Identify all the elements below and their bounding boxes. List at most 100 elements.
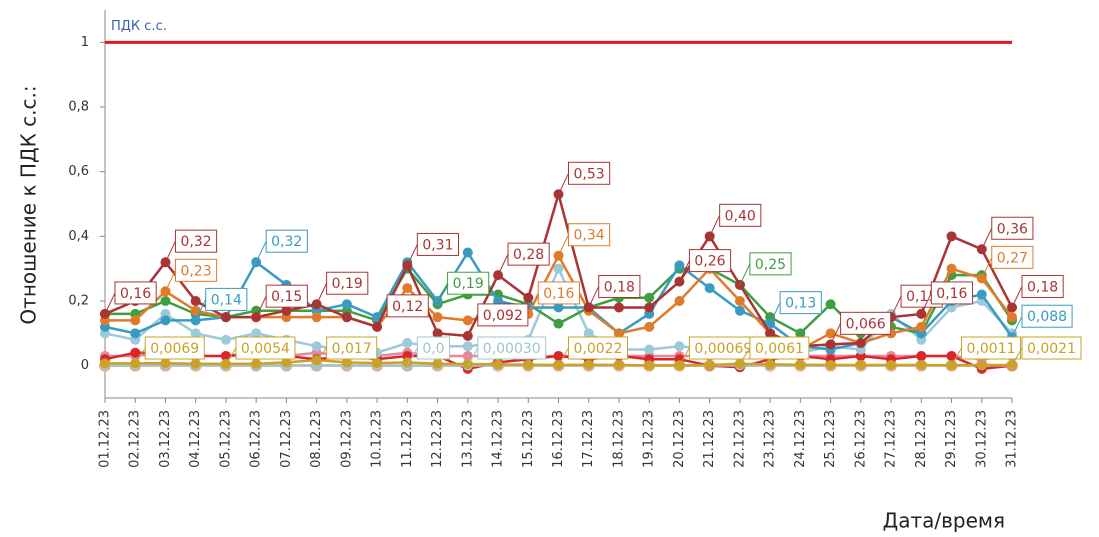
data-point	[644, 292, 655, 303]
x-tick-label: 19.12.23	[642, 410, 657, 468]
data-label-text: 0,0061	[755, 341, 804, 357]
data-point	[341, 357, 352, 368]
label-leader	[165, 240, 176, 263]
label-leader	[1011, 347, 1023, 366]
label-leader	[709, 215, 721, 237]
label-box	[114, 281, 157, 305]
data-point	[402, 283, 413, 294]
x-tick-label: 09.12.23	[339, 410, 354, 468]
label-leader	[739, 347, 751, 364]
data-label: 0,26	[678, 249, 732, 282]
data-point	[734, 305, 745, 316]
x-tick-label: 15.12.23	[521, 410, 536, 468]
data-label-text: 0,14	[211, 292, 242, 308]
data-point	[341, 299, 352, 310]
label-leader	[255, 240, 267, 263]
data-point	[644, 302, 655, 313]
data-label-text: 0,27	[997, 250, 1028, 266]
label-box	[991, 216, 1034, 240]
data-point	[976, 360, 987, 371]
data-point	[402, 338, 413, 349]
data-label: 0,15	[255, 284, 308, 318]
label-leader	[376, 305, 388, 328]
data-label: 0,14	[195, 287, 248, 321]
data-point	[583, 359, 594, 370]
label-box	[537, 281, 580, 305]
x-tick-label: 31.12.23	[1005, 410, 1020, 468]
label-box	[416, 232, 460, 256]
label-leader	[497, 253, 509, 276]
data-label: 0,0054	[225, 336, 296, 365]
label-box	[1021, 274, 1064, 298]
data-label-text: 0,19	[453, 276, 484, 292]
data-point	[462, 247, 473, 258]
data-point	[976, 289, 987, 300]
label-box	[991, 245, 1034, 269]
data-label-text: 0,0069	[150, 341, 199, 357]
x-tick-label: 23.12.23	[763, 410, 778, 468]
data-label: 0,0011	[951, 336, 1022, 366]
x-tick-label: 18.12.23	[611, 410, 626, 468]
data-point	[190, 328, 201, 339]
data-point	[160, 358, 171, 369]
y-tick-label: 0,2	[68, 294, 89, 309]
x-tick-label: 11.12.23	[400, 410, 415, 468]
x-axis-label: Дата/время	[883, 509, 1005, 533]
label-leader	[316, 347, 328, 361]
data-point	[795, 328, 806, 339]
data-point	[765, 359, 776, 370]
x-tick-label: 17.12.23	[581, 410, 596, 468]
data-point	[462, 315, 473, 326]
label-leader	[678, 347, 690, 366]
data-label: 0,0069	[134, 336, 205, 364]
y-tick-label: 0,6	[68, 164, 89, 179]
data-point	[946, 263, 957, 274]
data-label: 0,18	[1011, 274, 1064, 308]
x-tick-label: 21.12.23	[702, 410, 717, 468]
data-point	[916, 360, 927, 371]
data-point	[402, 357, 413, 368]
label-box	[598, 274, 641, 298]
data-label-text: 0,0054	[241, 341, 290, 357]
label-box	[326, 271, 369, 295]
label-leader	[920, 292, 932, 315]
x-tick-label: 14.12.23	[491, 410, 506, 468]
label-leader	[467, 347, 479, 366]
data-point	[734, 296, 745, 306]
data-label: 0,34	[558, 223, 611, 256]
data-point	[613, 328, 624, 339]
data-point	[130, 315, 141, 326]
label-leader	[165, 270, 176, 292]
label-box	[688, 249, 732, 273]
label-box	[1021, 336, 1082, 360]
label-box	[205, 287, 248, 311]
data-label-text: 0,18	[604, 279, 635, 295]
data-label-text: 0,15	[271, 289, 302, 305]
data-point	[372, 358, 383, 369]
x-tick-label: 01.12.23	[98, 410, 113, 468]
data-label-text: 0,32	[271, 234, 302, 250]
x-tick-label: 12.12.23	[430, 410, 445, 468]
data-point	[553, 350, 564, 361]
data-label: 0,0021	[1011, 336, 1082, 366]
data-label-text: 0,36	[997, 221, 1028, 237]
data-point	[100, 358, 110, 369]
y-tick-label: 0,8	[68, 100, 89, 115]
y-tick-label: 0	[81, 358, 89, 373]
data-point	[674, 260, 685, 271]
data-label-text: 0,26	[694, 254, 725, 270]
label-box	[749, 336, 810, 360]
data-label-text: 0,40	[725, 208, 756, 224]
data-label-text: 0,34	[574, 228, 605, 244]
x-tick-label: 27.12.23	[884, 410, 899, 468]
data-label: 0,27	[981, 245, 1034, 279]
data-label: 0,12	[376, 294, 429, 328]
data-point	[644, 344, 655, 355]
label-leader	[830, 323, 842, 345]
data-point	[220, 312, 231, 323]
data-point	[916, 321, 927, 332]
data-label: 0,00069	[678, 336, 758, 366]
data-point	[281, 305, 292, 316]
x-tick-label: 08.12.23	[309, 410, 324, 468]
